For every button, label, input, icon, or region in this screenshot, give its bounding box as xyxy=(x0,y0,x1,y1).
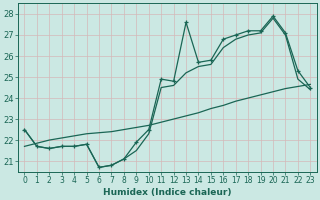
X-axis label: Humidex (Indice chaleur): Humidex (Indice chaleur) xyxy=(103,188,232,197)
